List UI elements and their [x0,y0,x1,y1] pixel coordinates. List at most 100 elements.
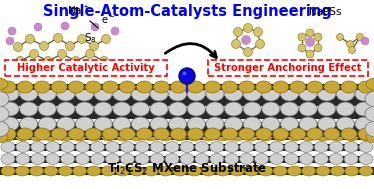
Ellipse shape [85,128,101,140]
Ellipse shape [137,81,152,93]
Circle shape [346,40,353,47]
FancyBboxPatch shape [5,60,167,76]
Ellipse shape [68,81,84,93]
Circle shape [34,23,42,31]
Ellipse shape [341,128,357,140]
Ellipse shape [280,102,298,116]
Ellipse shape [61,142,75,153]
Bar [0,167,374,175]
Ellipse shape [87,131,101,141]
Bar [0,109,374,119]
Ellipse shape [365,91,374,107]
Circle shape [8,27,16,35]
Ellipse shape [58,131,72,141]
Circle shape [111,27,119,35]
Circle shape [183,71,187,75]
Ellipse shape [259,131,273,141]
Ellipse shape [101,131,115,141]
Bar [0,122,374,132]
Ellipse shape [105,142,119,153]
Ellipse shape [0,81,16,93]
Ellipse shape [243,87,261,101]
Ellipse shape [38,102,56,116]
Ellipse shape [210,153,224,164]
Ellipse shape [299,153,313,164]
Ellipse shape [344,153,358,164]
Ellipse shape [105,153,119,164]
Circle shape [233,28,242,36]
Ellipse shape [76,142,90,153]
Ellipse shape [150,102,168,116]
Ellipse shape [68,128,84,140]
Ellipse shape [287,131,301,141]
Bar [0,131,374,137]
Circle shape [232,40,240,49]
Ellipse shape [329,142,343,153]
Ellipse shape [51,128,67,140]
Ellipse shape [202,131,215,141]
Ellipse shape [262,102,280,116]
Ellipse shape [137,128,152,140]
Text: Ti$_2$CS$_2$ MXene Substrate: Ti$_2$CS$_2$ MXene Substrate [107,161,267,177]
Circle shape [337,33,343,40]
Ellipse shape [30,166,44,176]
Ellipse shape [359,166,373,176]
Ellipse shape [287,166,301,176]
Ellipse shape [222,81,237,93]
Ellipse shape [165,142,179,153]
Circle shape [53,33,62,43]
Ellipse shape [91,153,104,164]
Text: e$^-$: e$^-$ [101,15,116,26]
Ellipse shape [299,142,313,153]
Ellipse shape [259,166,273,176]
Ellipse shape [195,142,209,153]
Ellipse shape [273,166,287,176]
Bar [5,143,369,150]
Circle shape [65,42,74,50]
Ellipse shape [280,87,298,101]
Ellipse shape [330,131,344,141]
Ellipse shape [307,128,323,140]
Circle shape [6,37,14,45]
Ellipse shape [113,87,131,101]
Ellipse shape [355,87,373,101]
Bar [0,96,374,106]
Text: NaPSs: NaPSs [309,7,341,17]
Circle shape [242,36,251,44]
FancyBboxPatch shape [208,60,368,76]
Ellipse shape [119,81,135,93]
Ellipse shape [1,142,15,153]
Ellipse shape [130,131,144,141]
Ellipse shape [262,117,280,131]
Circle shape [43,57,52,66]
Circle shape [349,46,356,53]
Ellipse shape [299,117,317,131]
Circle shape [91,23,99,31]
Ellipse shape [224,87,243,101]
Circle shape [254,28,263,36]
Ellipse shape [135,142,149,153]
Ellipse shape [358,128,374,140]
Ellipse shape [336,117,355,131]
Ellipse shape [299,87,317,101]
Ellipse shape [150,142,164,153]
Ellipse shape [61,153,75,164]
Ellipse shape [324,128,340,140]
Ellipse shape [180,142,194,153]
Ellipse shape [135,153,149,164]
Circle shape [314,33,322,41]
Ellipse shape [34,128,50,140]
Ellipse shape [187,81,203,93]
Ellipse shape [169,102,187,116]
Ellipse shape [210,142,224,153]
Circle shape [356,33,364,40]
Ellipse shape [336,102,355,116]
Ellipse shape [76,117,94,131]
Ellipse shape [169,87,187,101]
Ellipse shape [38,87,56,101]
Ellipse shape [284,142,298,153]
Ellipse shape [187,166,201,176]
Circle shape [298,44,306,52]
Ellipse shape [94,87,112,101]
Ellipse shape [318,102,336,116]
